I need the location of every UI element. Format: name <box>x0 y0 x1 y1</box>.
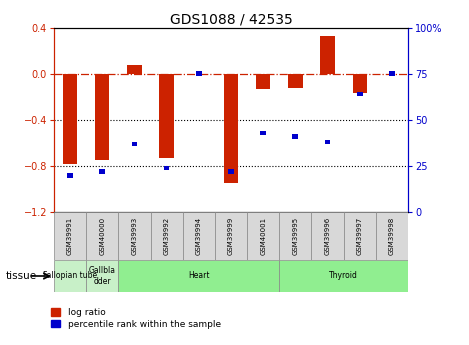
Bar <box>67 173 73 178</box>
Text: GSM39995: GSM39995 <box>292 217 298 255</box>
Bar <box>293 134 298 139</box>
Bar <box>54 212 86 260</box>
Bar <box>325 140 331 144</box>
Bar <box>95 74 109 160</box>
Bar <box>279 212 311 260</box>
Text: GSM39997: GSM39997 <box>357 217 363 255</box>
Bar <box>215 212 247 260</box>
Bar <box>224 74 238 183</box>
Bar <box>196 71 202 76</box>
Bar <box>183 212 215 260</box>
Bar <box>256 74 271 89</box>
Bar <box>288 74 303 88</box>
Bar <box>131 141 137 146</box>
Bar <box>247 212 279 260</box>
Bar <box>159 74 174 158</box>
Text: Gallbla
dder: Gallbla dder <box>89 266 116 286</box>
Text: Fallopian tube: Fallopian tube <box>43 272 97 280</box>
Text: GSM39992: GSM39992 <box>164 217 170 255</box>
Legend: log ratio, percentile rank within the sample: log ratio, percentile rank within the sa… <box>52 308 221 329</box>
Bar <box>344 212 376 260</box>
Bar <box>54 260 86 292</box>
Text: GSM39998: GSM39998 <box>389 217 395 255</box>
Bar <box>320 36 335 74</box>
Title: GDS1088 / 42535: GDS1088 / 42535 <box>170 12 292 27</box>
Text: GSM40000: GSM40000 <box>99 217 105 255</box>
Bar <box>389 71 395 76</box>
Text: GSM39994: GSM39994 <box>196 217 202 255</box>
Bar <box>118 260 279 292</box>
Bar <box>228 169 234 174</box>
Text: GSM39991: GSM39991 <box>67 217 73 255</box>
Text: GSM39996: GSM39996 <box>325 217 331 255</box>
Bar <box>311 212 344 260</box>
Bar <box>99 169 105 174</box>
Bar <box>279 260 408 292</box>
Bar <box>353 74 367 93</box>
Text: Thyroid: Thyroid <box>329 272 358 280</box>
Text: Heart: Heart <box>188 272 210 280</box>
Bar <box>86 212 118 260</box>
Bar <box>118 212 151 260</box>
Text: GSM40001: GSM40001 <box>260 217 266 255</box>
Bar <box>86 260 118 292</box>
Bar <box>127 65 142 74</box>
Bar <box>260 130 266 135</box>
Bar <box>151 212 183 260</box>
Text: GSM39993: GSM39993 <box>131 217 137 255</box>
Bar <box>164 166 169 170</box>
Text: GSM39999: GSM39999 <box>228 217 234 255</box>
Bar <box>63 74 77 164</box>
Bar <box>357 92 363 96</box>
Bar <box>376 212 408 260</box>
Text: tissue: tissue <box>6 271 37 281</box>
